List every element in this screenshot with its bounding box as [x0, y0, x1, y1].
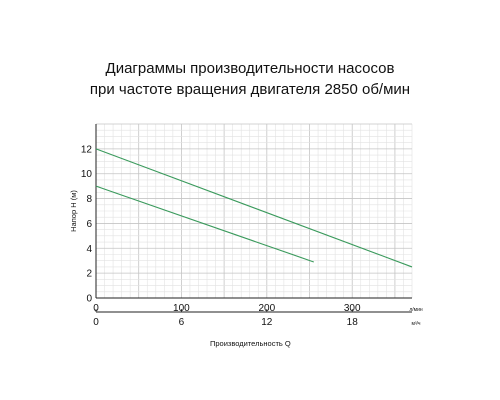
x2-tick-label: 12 [261, 317, 273, 328]
y-axis-label: Напор H (м) [69, 190, 78, 232]
y-tick-label: 8 [86, 194, 92, 205]
x-axis-label: Производительность Q [210, 339, 291, 348]
y-tick-label: 6 [86, 219, 92, 230]
labels: 0 2 4 6 8 10 12 0 100 200 300 0 6 12 18 Напор H (м) Прои… [69, 144, 423, 348]
series-group [95, 148, 413, 268]
x-unit-label: л/мин [409, 307, 423, 313]
y-tick-label: 0 [86, 294, 92, 305]
x2-tick-label: 18 [347, 317, 359, 328]
y-tick-label: 12 [81, 144, 93, 155]
y-tick-label: 2 [86, 269, 92, 280]
chart-title-block: Диаграммы производительности насосов при… [0, 58, 500, 100]
x-tick-label: 200 [258, 303, 275, 314]
x-tick-label: 300 [344, 303, 361, 314]
x-tick-label: 100 [173, 303, 190, 314]
x2-unit-label: м³/ч [411, 321, 420, 327]
series-line [95, 148, 413, 268]
x-tick-label: 0 [93, 303, 99, 314]
x2-tick-label: 6 [179, 317, 185, 328]
y-tick-label: 10 [81, 169, 93, 180]
grid [95, 123, 413, 299]
series-line [95, 185, 314, 263]
chart-title: Диаграммы производительности насосов [105, 60, 395, 77]
x2-tick-label: 0 [93, 317, 99, 328]
axes [95, 124, 412, 313]
chart-subtitle: при частоте вращения двигателя 2850 об/м… [89, 81, 411, 98]
y-tick-label: 4 [86, 244, 92, 255]
